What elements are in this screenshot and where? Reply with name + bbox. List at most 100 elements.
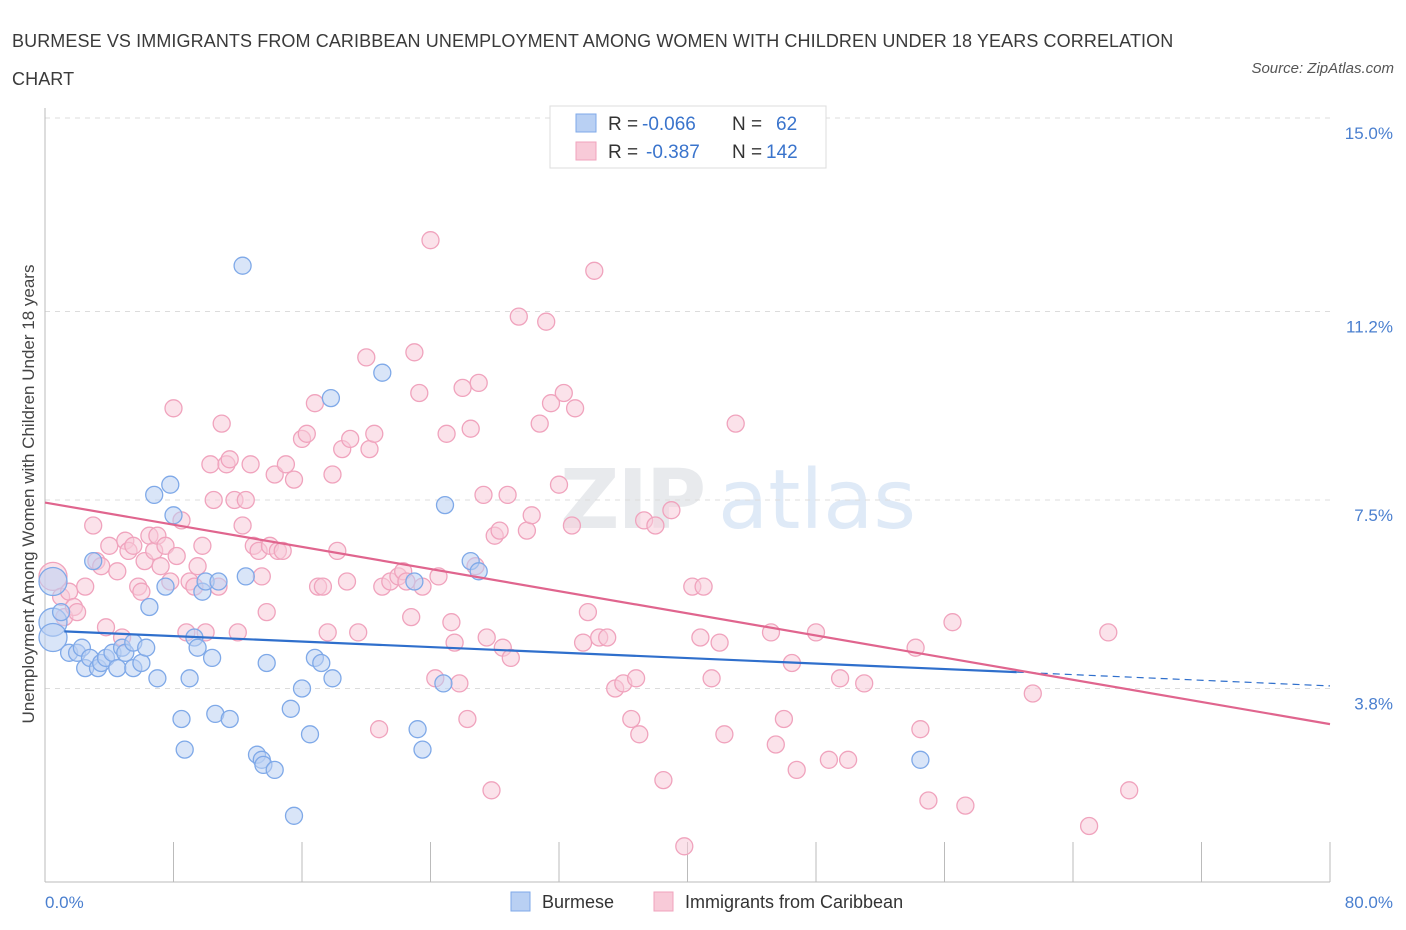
caribbean-point-18 — [132, 582, 151, 601]
burmese-point-36 — [209, 572, 228, 591]
caribbean-point-140 — [830, 669, 850, 688]
caribbean-point-54 — [276, 455, 296, 474]
caribbean-point-49 — [257, 602, 276, 622]
burmese-point-47 — [292, 679, 312, 698]
caribbean-point-11 — [100, 536, 119, 555]
caribbean-point-146 — [943, 613, 962, 632]
caribbean-point-84 — [437, 424, 456, 443]
caribbean-point-45 — [241, 455, 260, 474]
series-legend-swatch-burmese — [510, 891, 531, 912]
y-axis-label: Unemployment Among Women with Children U… — [19, 265, 38, 724]
burmese-point-28 — [175, 740, 194, 759]
burmese-point-55 — [408, 720, 427, 739]
caribbean-point-40 — [220, 450, 239, 469]
data-points — [38, 231, 1139, 856]
burmese-point-24 — [156, 577, 175, 596]
legend-swatch-burmese — [575, 113, 597, 133]
caribbean-point-145 — [919, 791, 938, 810]
caribbean-point-26 — [164, 399, 183, 418]
caribbean-point-68 — [357, 348, 376, 367]
caribbean-point-57 — [297, 424, 316, 443]
caribbean-point-79 — [410, 383, 429, 403]
caribbean-point-97 — [490, 521, 509, 540]
caribbean-point-90 — [461, 419, 480, 438]
caribbean-point-113 — [585, 261, 604, 280]
caribbean-point-134 — [766, 735, 785, 754]
burmese-point-22 — [145, 485, 164, 505]
caribbean-point-93 — [474, 485, 493, 505]
caribbean-point-141 — [838, 750, 858, 769]
caribbean-point-5 — [67, 602, 87, 622]
caribbean-point-115 — [598, 628, 617, 647]
caribbean-point-43 — [233, 516, 252, 535]
series-legend-label-burmese: Burmese — [542, 892, 614, 912]
caribbean-point-107 — [549, 475, 569, 494]
caribbean-point-111 — [573, 633, 593, 652]
chart-source: Source: ZipAtlas.com — [1251, 60, 1394, 77]
caribbean-point-88 — [453, 378, 472, 398]
caribbean-point-36 — [204, 490, 223, 510]
burmese-trend-extension — [1016, 671, 1331, 687]
legend-n-label-1: N = — [732, 114, 762, 135]
burmese-point-9 — [84, 551, 103, 571]
caribbean-point-65 — [337, 572, 357, 591]
caribbean-point-12 — [108, 562, 127, 581]
legend-swatch-caribbean — [575, 141, 597, 161]
caribbean-point-124 — [662, 501, 681, 520]
caribbean-point-151 — [1120, 781, 1139, 800]
x-tick-labels: 0.0% 80.0% — [45, 893, 1393, 912]
caribbean-point-129 — [702, 669, 721, 688]
caribbean-point-100 — [501, 648, 520, 668]
caribbean-point-77 — [402, 607, 421, 627]
trend-lines — [44, 501, 1331, 726]
caribbean-point-105 — [537, 312, 556, 331]
burmese-point-29 — [180, 669, 199, 688]
x-tick-label-1: 80.0% — [1345, 893, 1393, 912]
burmese-point-27 — [172, 709, 191, 729]
legend-n-value-1: 62 — [776, 114, 797, 135]
caribbean-point-10 — [96, 618, 116, 637]
burmese-point-61 — [911, 750, 930, 769]
series-legend-label-caribbean: Immigrants from Caribbean — [685, 892, 903, 912]
caribbean-point-95 — [482, 781, 501, 800]
caribbean-point-120 — [630, 725, 649, 744]
burmese-point-23 — [148, 669, 167, 688]
caribbean-point-149 — [1079, 816, 1099, 836]
caribbean-point-62 — [323, 465, 342, 484]
y-tick-label-3: 15.0% — [1345, 124, 1393, 143]
legend-r-label-1: R = — [608, 114, 638, 135]
burmese-point-19 — [132, 653, 151, 673]
burmese-point-26 — [164, 506, 183, 525]
caribbean-point-71 — [369, 720, 389, 739]
caribbean-point-38 — [212, 414, 231, 433]
caribbean-point-128 — [694, 577, 713, 596]
caribbean-point-148 — [1023, 684, 1042, 703]
caribbean-point-122 — [646, 516, 665, 535]
series-legend: Burmese Immigrants from Caribbean — [510, 891, 903, 912]
legend-n-label-2: N = — [732, 142, 762, 163]
caribbean-point-48 — [252, 567, 271, 586]
caribbean-point-58 — [305, 394, 325, 413]
chart-title: BURMESE VS IMMIGRANTS FROM CARIBBEAN UNE… — [12, 31, 1174, 89]
caribbean-point-70 — [365, 424, 384, 443]
y-tick-label-1: 7.5% — [1354, 506, 1393, 525]
burmese-point-20 — [137, 638, 156, 657]
caribbean-point-106 — [541, 394, 561, 413]
caribbean-point-118 — [622, 709, 641, 729]
burmese-point-53 — [373, 363, 392, 382]
y-tick-labels: 3.8% 7.5% 11.2% 15.0% — [1345, 124, 1393, 713]
burmese-point-39 — [236, 567, 255, 586]
caribbean-point-119 — [626, 669, 646, 688]
watermark: ZIP atlas — [560, 453, 916, 548]
burmese-point-3 — [51, 602, 71, 622]
burmese-point-56 — [413, 740, 432, 759]
burmese-point-34 — [202, 648, 222, 668]
caribbean-point-99 — [498, 485, 517, 505]
burmese-point-44 — [265, 760, 284, 780]
caribbean-trend-line — [44, 501, 1331, 726]
caribbean-point-112 — [578, 602, 598, 622]
caribbean-point-104 — [530, 414, 549, 433]
burmese-point-38 — [233, 256, 252, 275]
y-tick-label-0: 3.8% — [1354, 694, 1393, 713]
